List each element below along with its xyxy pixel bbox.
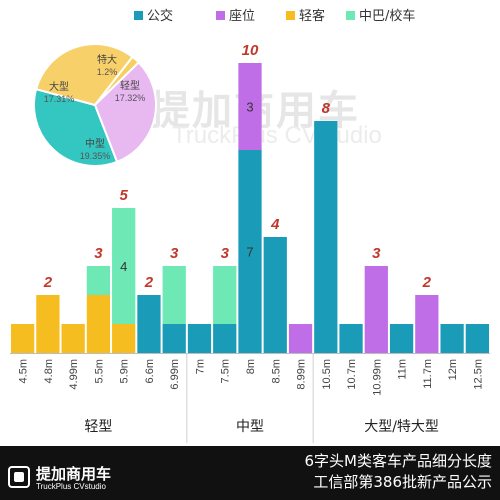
total-label-10.5m: 8	[322, 100, 331, 117]
pie-value-中型: 19.35%	[80, 151, 111, 161]
bar-segment-7m-公交	[187, 324, 212, 353]
x-tick-label-11m: 11m	[397, 359, 409, 380]
pie-label-大型: 大型	[49, 80, 69, 93]
x-tick-label-12.5m: 12.5m	[472, 359, 484, 390]
pie-value-特大: 1.2%	[97, 67, 118, 77]
footer-bar: 提加商用车 TruckPlus CVstudio 6字头M类客车产品细分长度 工…	[0, 446, 500, 500]
pie-slice-轻型	[93, 61, 157, 164]
legend-swatch-座位	[216, 11, 225, 20]
total-label-7.5m: 3	[221, 245, 230, 262]
x-tick-label-10.5m: 10.5m	[321, 359, 333, 390]
bar-segment-8m-公交	[238, 150, 262, 353]
legend-swatch-中巴/校车	[346, 11, 355, 20]
x-tick-label-6.99m: 6.99m	[169, 359, 181, 390]
segment-label-5.9m: 4	[120, 259, 127, 274]
legend-label-座位: 座位	[229, 9, 255, 24]
x-tick-label-5.9m: 5.9m	[119, 359, 131, 383]
legend-swatch-公交	[134, 11, 143, 20]
bar-segment-6.99m-公交	[162, 324, 186, 353]
segment-label-8m: 3	[246, 100, 253, 115]
x-tick-label-12m: 12m	[447, 359, 459, 380]
segment-label-8m: 7	[246, 245, 253, 260]
legend-label-中巴/校车: 中巴/校车	[359, 8, 415, 24]
pie-label-特大: 特大	[97, 53, 117, 66]
pie-slice-中型	[33, 87, 119, 167]
bar-segment-6.6m-公交	[137, 295, 161, 353]
bar-segment-4.5m-轻客	[11, 324, 35, 353]
bar-segment-8.5m-公交	[263, 237, 287, 353]
bar-segment-10.7m-公交	[339, 324, 363, 353]
bar-segment-12.5m-公交	[465, 324, 489, 353]
bar-segment-7.5m-公交	[213, 324, 237, 353]
pie-value-轻型: 17.32%	[115, 93, 146, 103]
legend-label-公交: 公交	[147, 8, 173, 24]
total-label-10.99m: 3	[372, 245, 381, 262]
x-tick-label-5.5m: 5.5m	[93, 359, 105, 383]
group-label-中型: 中型	[236, 419, 264, 435]
x-tick-label-11.7m: 11.7m	[422, 359, 434, 389]
bar-segment-12m-公交	[440, 324, 464, 353]
footer-brand-sub: TruckPlus CVstudio	[36, 482, 106, 491]
bar-segment-8m-座位	[238, 63, 262, 150]
bar-segment-5.5m-轻客	[86, 295, 111, 353]
group-label-轻型: 轻型	[84, 419, 112, 435]
x-tick-label-8.5m: 8.5m	[270, 359, 282, 383]
bar-segment-5.9m-中巴/校车	[112, 208, 136, 324]
total-label-4.8m: 2	[43, 274, 53, 291]
x-tick-label-10.99m: 10.99m	[371, 359, 383, 396]
x-tick-label-7m: 7m	[194, 359, 206, 374]
footer-brand: 提加商用车	[36, 465, 112, 483]
pie-slice-大型	[34, 43, 134, 107]
bar-segment-8.99m-座位	[288, 324, 313, 353]
x-tick-label-4.8m: 4.8m	[43, 359, 55, 383]
total-label-6.6m: 2	[144, 274, 154, 291]
bar-segment-5.5m-中巴/校车	[86, 266, 111, 295]
bar-segment-4.8m-轻客	[36, 295, 60, 353]
bar-segment-4.99m-轻客	[61, 324, 85, 353]
total-label-5.9m: 5	[120, 187, 129, 204]
bar-segment-10.5m-公交	[314, 121, 338, 353]
group-label-大型/特大型: 大型/特大型	[364, 419, 439, 435]
x-tick-label-8.99m: 8.99m	[296, 359, 308, 390]
total-label-6.99m: 3	[170, 245, 179, 262]
pie-label-轻型: 轻型	[120, 79, 140, 92]
total-label-8m: 10	[242, 42, 259, 59]
brand-logo-icon	[8, 466, 30, 488]
footer-title: 6字头M类客车产品细分长度	[304, 452, 493, 470]
bar-segment-10.99m-座位	[364, 266, 388, 353]
x-tick-label-6.6m: 6.6m	[144, 359, 156, 383]
bar-segment-11.7m-座位	[415, 295, 439, 353]
watermark-subtitle: TruckPlus CVstudio	[172, 122, 382, 149]
pie-value-大型: 17.31%	[44, 94, 75, 104]
total-label-8.5m: 4	[270, 216, 280, 233]
pie-label-中型: 中型	[85, 137, 105, 150]
x-tick-label-4.99m: 4.99m	[68, 359, 80, 390]
total-label-5.5m: 3	[94, 245, 103, 262]
bar-segment-11m-公交	[389, 324, 414, 353]
bar-segment-7.5m-中巴/校车	[213, 266, 237, 324]
x-tick-label-8m: 8m	[245, 359, 257, 374]
x-tick-label-4.5m: 4.5m	[18, 359, 30, 383]
legend-label-轻客: 轻客	[299, 8, 325, 24]
x-tick-label-10.7m: 10.7m	[346, 359, 358, 390]
bar-segment-6.99m-中巴/校车	[162, 266, 186, 324]
total-label-11.7m: 2	[422, 274, 432, 291]
x-tick-label-7.5m: 7.5m	[220, 359, 232, 383]
legend-swatch-轻客	[286, 11, 295, 20]
bar-segment-5.9m-轻客	[112, 324, 136, 353]
footer-subtitle: 工信部第386批新产品公示	[313, 473, 492, 491]
